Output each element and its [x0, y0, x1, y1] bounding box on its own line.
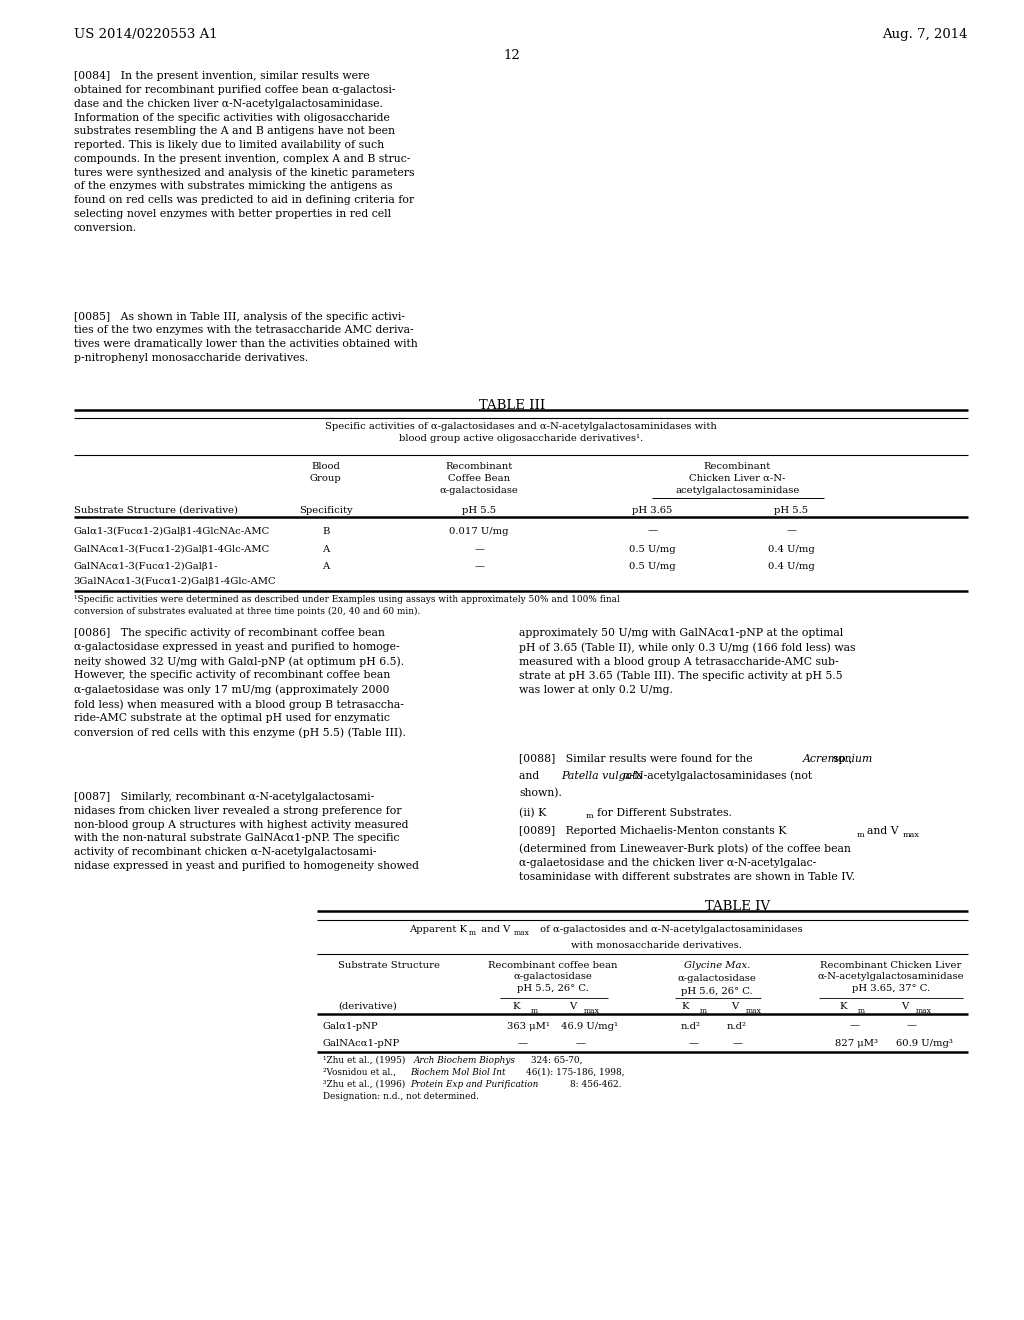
Text: pH 5.6, 26° C.: pH 5.6, 26° C.	[681, 987, 753, 997]
Text: 363 μM¹: 363 μM¹	[507, 1022, 550, 1031]
Text: GalNAcα1-pNP: GalNAcα1-pNP	[323, 1039, 399, 1048]
Text: 8: 456-462.: 8: 456-462.	[570, 1080, 622, 1089]
Text: [0085]   As shown in Table III, analysis of the specific activi-
ties of the two: [0085] As shown in Table III, analysis o…	[74, 312, 418, 363]
Text: —: —	[688, 1039, 698, 1048]
Text: 0.4 U/mg: 0.4 U/mg	[768, 562, 815, 572]
Text: with monosaccharide derivatives.: with monosaccharide derivatives.	[571, 941, 742, 950]
Text: (ii) K: (ii) K	[519, 808, 547, 818]
Text: Biochem Mol Biol Int: Biochem Mol Biol Int	[411, 1068, 506, 1077]
Text: K: K	[681, 1002, 688, 1011]
Text: GalNAcα1-3(Fucα1-2)Galβ1-4Glc-AMC: GalNAcα1-3(Fucα1-2)Galβ1-4Glc-AMC	[74, 545, 270, 554]
Text: Galα1-pNP: Galα1-pNP	[323, 1022, 378, 1031]
Text: Acremonium: Acremonium	[803, 754, 873, 764]
Text: —: —	[575, 1039, 586, 1048]
Text: Protein Exp and Purification: Protein Exp and Purification	[411, 1080, 539, 1089]
Text: shown).: shown).	[519, 788, 562, 799]
Text: 46.9 U/mg¹: 46.9 U/mg¹	[561, 1022, 618, 1031]
Text: pH 3.65: pH 3.65	[632, 506, 673, 515]
Text: 0.5 U/mg: 0.5 U/mg	[629, 562, 676, 572]
Text: Patella vulgata: Patella vulgata	[561, 771, 643, 781]
Text: m: m	[586, 812, 593, 821]
Text: (determined from Lineweaver-Burk plots) of the coffee bean
α-galaetosidase and t: (determined from Lineweaver-Burk plots) …	[519, 843, 855, 882]
Text: 46(1): 175-186, 1998,: 46(1): 175-186, 1998,	[526, 1068, 625, 1077]
Text: 12: 12	[504, 49, 520, 62]
Text: Arch Biochem Biophys: Arch Biochem Biophys	[414, 1056, 515, 1065]
Text: K: K	[512, 1002, 519, 1011]
Text: TABLE IV: TABLE IV	[705, 900, 770, 913]
Text: Recombinant
Coffee Bean
α-galactosidase: Recombinant Coffee Bean α-galactosidase	[439, 462, 519, 495]
Text: α-galactosidase: α-galactosidase	[677, 974, 757, 983]
Text: GalNAcα1-3(Fucα1-2)Galβ1-: GalNAcα1-3(Fucα1-2)Galβ1-	[74, 562, 218, 572]
Text: Recombinant
Chicken Liver α-N-
acetylgalactosaminidase: Recombinant Chicken Liver α-N- acetylgal…	[675, 462, 800, 495]
Text: pH 5.5: pH 5.5	[462, 506, 497, 515]
Text: max: max	[903, 832, 920, 840]
Text: max: max	[915, 1007, 932, 1015]
Text: 0.017 U/mg: 0.017 U/mg	[450, 527, 509, 536]
Text: 324: 65-70,: 324: 65-70,	[531, 1056, 583, 1065]
Text: ¹Specific activities were determined as described under Examples using assays wi: ¹Specific activities were determined as …	[74, 595, 620, 616]
Text: V: V	[731, 1002, 738, 1011]
Text: Substrate Structure: Substrate Structure	[338, 961, 440, 970]
Text: 0.5 U/mg: 0.5 U/mg	[629, 545, 676, 554]
Text: and V: and V	[867, 826, 899, 837]
Text: V: V	[901, 1002, 908, 1011]
Text: —: —	[732, 1039, 742, 1048]
Text: of α-galactosides and α-N-acetylgalactosaminidases: of α-galactosides and α-N-acetylgalactos…	[537, 925, 802, 935]
Text: Designation: n.d., not determined.: Designation: n.d., not determined.	[323, 1092, 478, 1101]
Text: approximately 50 U/mg with GalNAcα1-pNP at the optimal
pH of 3.65 (Table II), wh: approximately 50 U/mg with GalNAcα1-pNP …	[519, 628, 856, 696]
Text: 3GalNAcα1-3(Fucα1-2)Galβ1-4Glc-AMC: 3GalNAcα1-3(Fucα1-2)Galβ1-4Glc-AMC	[74, 577, 276, 586]
Text: m: m	[469, 929, 476, 937]
Text: Aug. 7, 2014: Aug. 7, 2014	[883, 28, 968, 41]
Text: A: A	[322, 545, 330, 554]
Text: ¹Zhu et al., (1995): ¹Zhu et al., (1995)	[323, 1056, 408, 1065]
Text: —: —	[906, 1022, 916, 1031]
Text: —: —	[474, 562, 484, 572]
Text: B: B	[322, 527, 330, 536]
Text: Specific activities of α-galactosidases and α-N-acetylgalactosaminidases with
bl: Specific activities of α-galactosidases …	[326, 422, 717, 444]
Text: [0089]   Reported Michaelis-Menton constants K: [0089] Reported Michaelis-Menton constan…	[519, 826, 786, 837]
Text: Galα1-3(Fucα1-2)Galβ1-4GlcNAc-AMC: Galα1-3(Fucα1-2)Galβ1-4GlcNAc-AMC	[74, 527, 270, 536]
Text: Recombinant coffee bean
α-galactosidase
pH 5.5, 26° C.: Recombinant coffee bean α-galactosidase …	[488, 961, 617, 993]
Text: [0087]   Similarly, recombinant α-N-acetylgalactosami-
nidases from chicken live: [0087] Similarly, recombinant α-N-acetyl…	[74, 792, 419, 871]
Text: 60.9 U/mg³: 60.9 U/mg³	[896, 1039, 953, 1048]
Text: m: m	[530, 1007, 538, 1015]
Text: Recombinant Chicken Liver
α-N-acetylgalactosaminidase
pH 3.65, 37° C.: Recombinant Chicken Liver α-N-acetylgala…	[817, 961, 965, 993]
Text: m: m	[699, 1007, 707, 1015]
Text: m: m	[857, 832, 864, 840]
Text: and V: and V	[478, 925, 511, 935]
Text: pH 5.5: pH 5.5	[774, 506, 809, 515]
Text: max: max	[514, 929, 530, 937]
Text: n.d²: n.d²	[681, 1022, 701, 1031]
Text: Substrate Structure (derivative): Substrate Structure (derivative)	[74, 506, 238, 515]
Text: max: max	[745, 1007, 762, 1015]
Text: n.d²: n.d²	[727, 1022, 748, 1031]
Text: K: K	[840, 1002, 847, 1011]
Text: TABLE III: TABLE III	[479, 399, 545, 412]
Text: —: —	[786, 527, 797, 536]
Text: [0084]   In the present invention, similar results were
obtained for recombinant: [0084] In the present invention, similar…	[74, 71, 415, 232]
Text: ²Vosnidou et al.,: ²Vosnidou et al.,	[323, 1068, 398, 1077]
Text: Blood
Group: Blood Group	[309, 462, 342, 483]
Text: US 2014/0220553 A1: US 2014/0220553 A1	[74, 28, 217, 41]
Text: m: m	[858, 1007, 865, 1015]
Text: 0.4 U/mg: 0.4 U/mg	[768, 545, 815, 554]
Text: A: A	[322, 562, 330, 572]
Text: Apparent K: Apparent K	[409, 925, 467, 935]
Text: [0086]   The specific activity of recombinant coffee bean
α-galactosidase expres: [0086] The specific activity of recombin…	[74, 628, 406, 738]
Text: [0088]   Similar results were found for the                       sp.,: [0088] Similar results were found for th…	[519, 754, 853, 764]
Text: (derivative): (derivative)	[338, 1002, 396, 1011]
Text: V: V	[569, 1002, 577, 1011]
Text: Glycine Max.: Glycine Max.	[684, 961, 750, 970]
Text: —: —	[474, 545, 484, 554]
Text: max: max	[584, 1007, 600, 1015]
Text: —: —	[517, 1039, 527, 1048]
Text: and                        α-N-acetylgalactosaminidases (not: and α-N-acetylgalactosaminidases (not	[519, 771, 812, 781]
Text: —: —	[850, 1022, 860, 1031]
Text: —: —	[647, 527, 657, 536]
Text: ³Zhu et al., (1996): ³Zhu et al., (1996)	[323, 1080, 408, 1089]
Text: Specificity: Specificity	[299, 506, 352, 515]
Text: for Different Substrates.: for Different Substrates.	[597, 808, 732, 818]
Text: 827 μM³: 827 μM³	[835, 1039, 878, 1048]
